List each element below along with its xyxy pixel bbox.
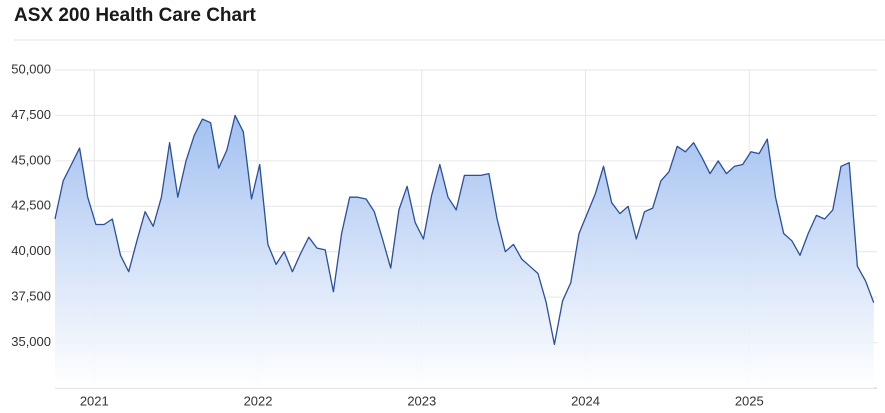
- area-fill: [55, 115, 874, 389]
- y-tick-label: 47,500: [11, 107, 51, 122]
- x-tick-label: 2024: [571, 393, 600, 408]
- y-tick-label: 40,000: [11, 243, 51, 258]
- x-tick-label: 2021: [80, 393, 109, 408]
- y-tick-label: 50,000: [11, 61, 51, 76]
- y-tick-label: 35,000: [11, 334, 51, 349]
- y-tick-label: 42,500: [11, 198, 51, 213]
- price-line: [54, 114, 875, 346]
- chart-title: ASX 200 Health Care Chart: [14, 5, 256, 26]
- x-tick-label: 2023: [407, 393, 436, 408]
- y-tick-label: 45,000: [11, 152, 51, 167]
- x-tick-label: 2025: [735, 393, 764, 408]
- x-tick-label: 2022: [244, 393, 273, 408]
- y-tick-label: 37,500: [11, 289, 51, 304]
